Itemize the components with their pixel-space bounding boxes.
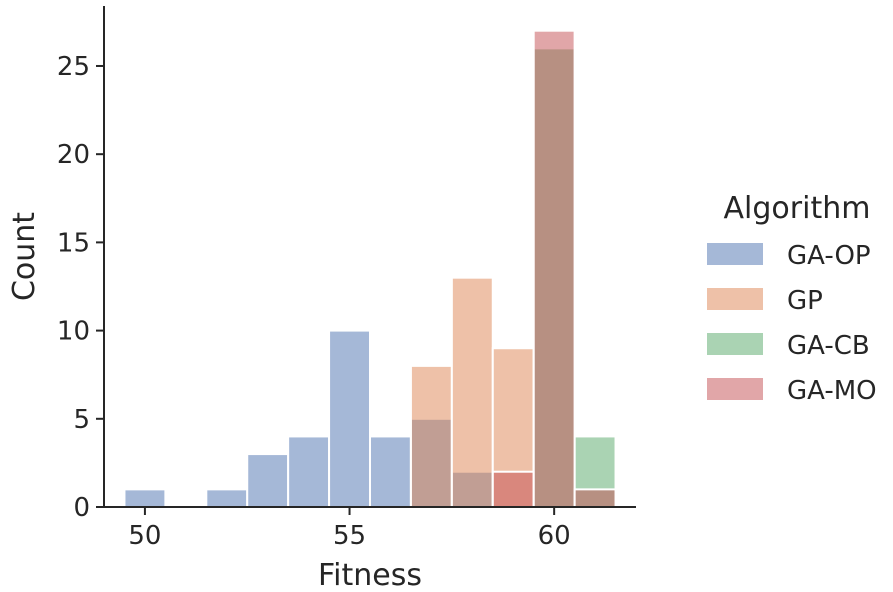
bar-ga-op-bin-3 <box>246 453 290 508</box>
y-tick-label: 15 <box>57 228 90 258</box>
y-axis-title: Count <box>7 212 42 301</box>
legend-swatch-ga-cb <box>707 333 763 355</box>
legend-label-ga-op: GA-OP <box>787 241 871 271</box>
legend-items: GA-OP GP GA-CB GA-MO <box>707 241 877 406</box>
y-tick-label: 25 <box>57 52 90 82</box>
bar-ga-op-bin-6 <box>369 435 412 508</box>
y-tick-label: 20 <box>57 140 90 170</box>
bars-layer <box>123 29 617 509</box>
x-tick-label: 55 <box>333 521 366 551</box>
bar-ga-mo-bin-11 <box>573 488 617 509</box>
bar-ga-op-bin-2 <box>205 488 249 509</box>
bar-ga-mo-bin-9 <box>491 470 535 509</box>
legend-swatch-ga-op <box>707 243 763 265</box>
bar-ga-op-bin-0 <box>123 488 167 509</box>
legend-label-ga-cb: GA-CB <box>787 331 870 361</box>
x-tick-label: 60 <box>538 521 571 551</box>
x-ticks: 50 55 60 <box>128 507 571 551</box>
legend: Algorithm GA-OP GP GA-CB GA-MO <box>707 191 877 406</box>
legend-label-gp: GP <box>787 286 823 316</box>
bar-ga-op-bin-5 <box>328 329 372 508</box>
bar-gp-bin-7 <box>409 364 453 508</box>
bar-ga-mo-bin-10 <box>532 29 576 509</box>
legend-title: Algorithm <box>724 191 871 226</box>
legend-swatch-ga-mo <box>707 378 763 400</box>
y-tick-label: 0 <box>73 493 90 523</box>
axes-layer <box>103 6 636 508</box>
x-axis-title: Fitness <box>318 558 422 592</box>
bar-gp-bin-8 <box>450 276 494 508</box>
legend-label-ga-mo: GA-MO <box>787 376 877 406</box>
x-tick-label: 50 <box>128 521 161 551</box>
y-ticks: 0 5 10 15 20 25 <box>57 52 104 523</box>
legend-swatch-gp <box>707 288 763 310</box>
y-tick-label: 5 <box>73 405 90 435</box>
bar-ga-op-bin-4 <box>287 435 331 508</box>
y-tick-label: 10 <box>57 317 90 347</box>
